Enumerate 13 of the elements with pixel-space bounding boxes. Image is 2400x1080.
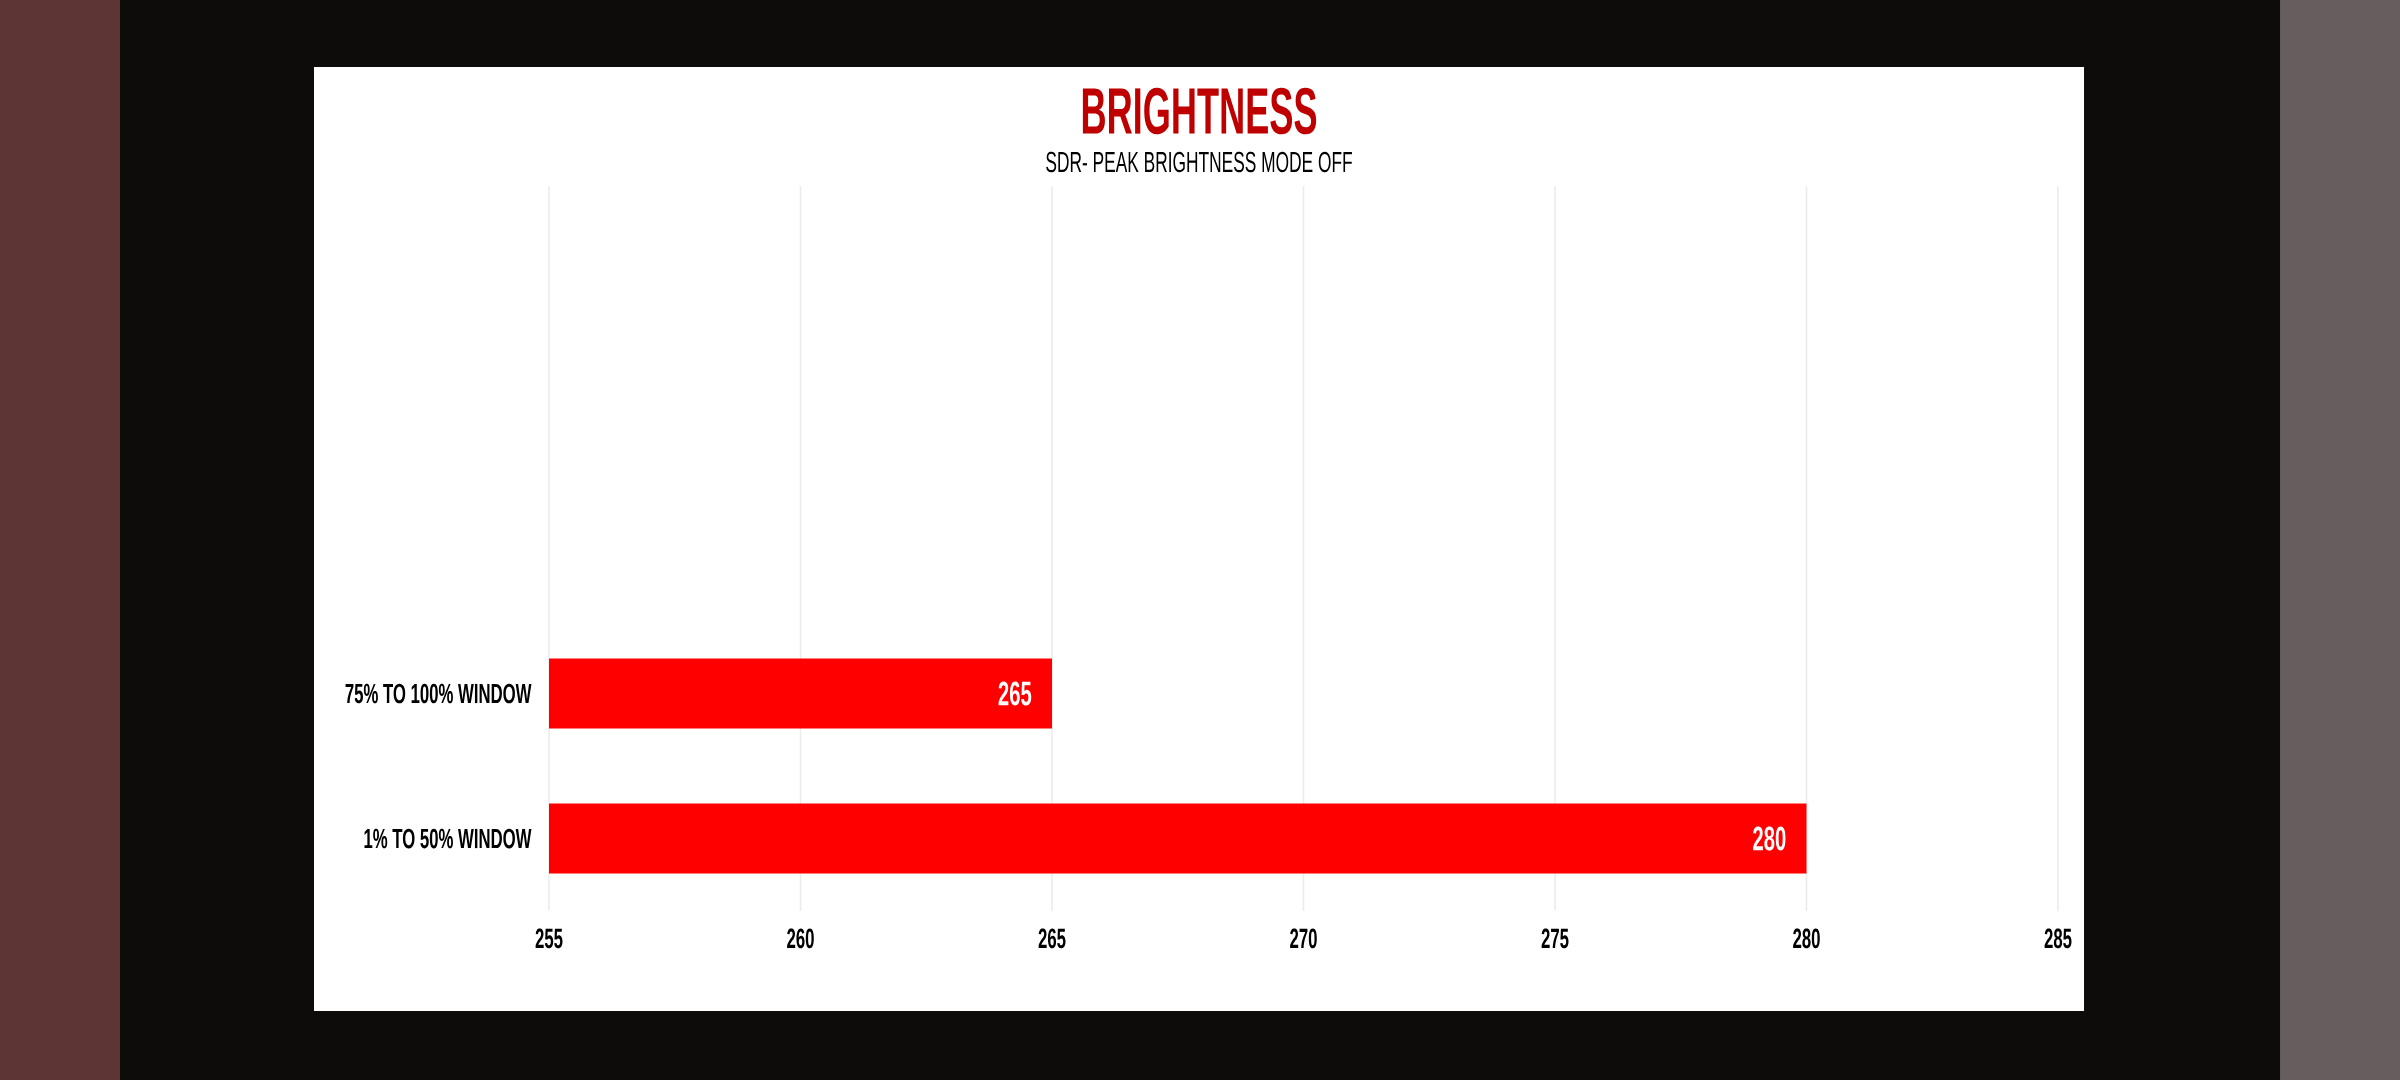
x-tick-label: 255 [535, 928, 563, 949]
data-label: 280 [1753, 826, 1786, 851]
x-tick-label: 285 [2044, 928, 2072, 949]
x-tick-label: 280 [1793, 928, 1820, 949]
y-tick-label: 75% TO 100% WINDOW [345, 683, 532, 704]
chart-subtitle: SDR- PEAK BRIGHTNESS MODE OFF [1046, 151, 1352, 173]
x-tick-label: 275 [1541, 928, 1569, 949]
chart-title: BRIGHTNESS [1082, 87, 1317, 135]
x-tick-label: 260 [787, 928, 814, 949]
data-label: 265 [998, 681, 1032, 706]
y-tick-label: 1% TO 50% WINDOW [364, 828, 532, 849]
x-tick-label: 270 [1290, 928, 1317, 949]
x-tick-label: 265 [1038, 928, 1066, 949]
